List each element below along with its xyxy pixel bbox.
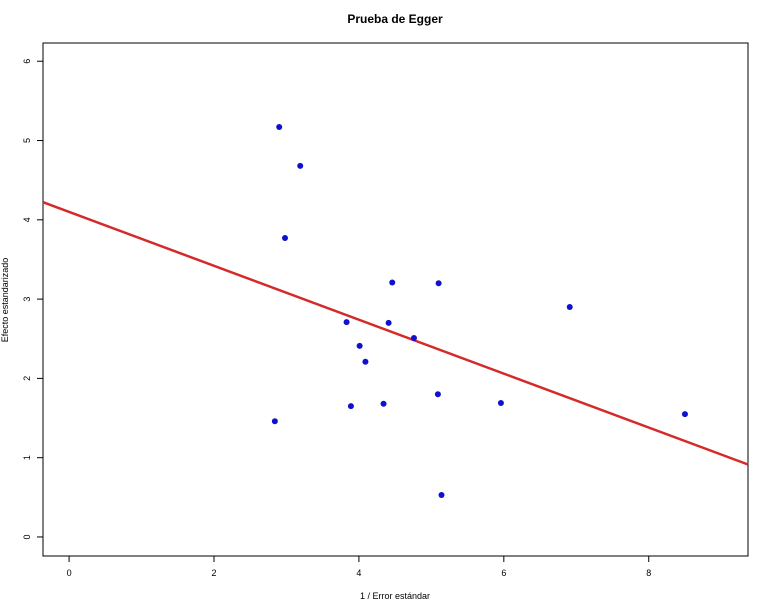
y-tick-label: 2 bbox=[22, 376, 32, 381]
y-tick-label: 0 bbox=[22, 534, 32, 539]
point bbox=[681, 411, 688, 418]
point bbox=[347, 403, 354, 410]
point bbox=[566, 304, 573, 311]
point bbox=[282, 235, 289, 242]
point bbox=[271, 418, 278, 425]
chart-title: Prueba de Egger bbox=[347, 12, 443, 26]
y-axis-label: Efecto estandarizado bbox=[0, 258, 10, 343]
point bbox=[356, 342, 363, 349]
point bbox=[380, 400, 387, 407]
y-tick-label: 1 bbox=[22, 455, 32, 460]
point bbox=[276, 124, 283, 131]
point bbox=[385, 319, 392, 326]
y-tick-label: 6 bbox=[22, 59, 32, 64]
point bbox=[438, 491, 445, 498]
y-tick-label: 4 bbox=[22, 217, 32, 222]
point bbox=[497, 399, 504, 406]
x-tick-label: 4 bbox=[356, 568, 361, 578]
x-tick-label: 8 bbox=[646, 568, 651, 578]
point bbox=[410, 334, 417, 341]
x-axis-label: 1 / Error estándar bbox=[360, 591, 430, 601]
x-tick-label: 2 bbox=[211, 568, 216, 578]
y-tick-label: 5 bbox=[22, 138, 32, 143]
point bbox=[389, 279, 396, 286]
regression-line bbox=[42, 201, 749, 466]
point bbox=[434, 391, 441, 398]
x-tick-label: 6 bbox=[501, 568, 506, 578]
point bbox=[343, 319, 350, 326]
plot-frame bbox=[42, 42, 749, 557]
point bbox=[362, 358, 369, 365]
point bbox=[297, 162, 304, 169]
y-tick-label: 3 bbox=[22, 297, 32, 302]
point bbox=[435, 280, 442, 287]
x-tick-label: 0 bbox=[67, 568, 72, 578]
